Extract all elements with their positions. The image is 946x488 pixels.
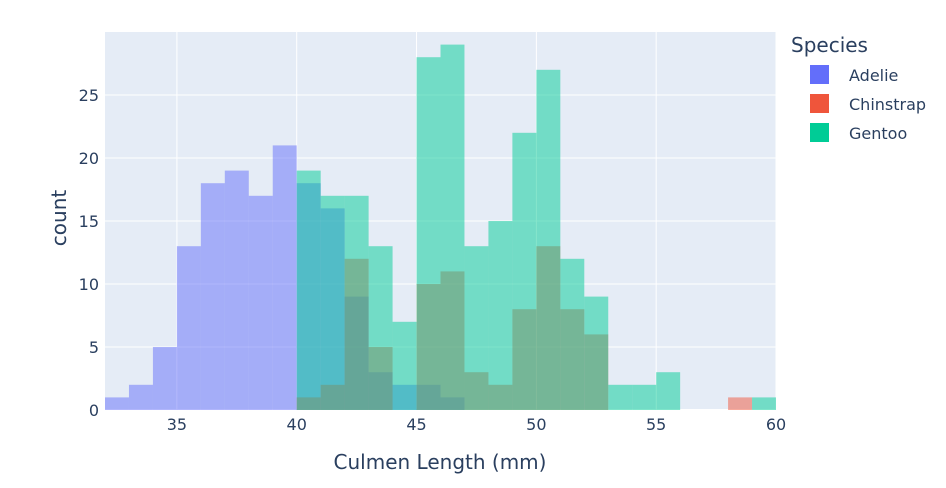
bar-gentoo[interactable]	[608, 384, 633, 410]
y-axis-title: count	[47, 190, 71, 247]
bar-gentoo[interactable]	[584, 296, 609, 410]
bar-adelie[interactable]	[128, 384, 153, 410]
legend-label-chinstrap[interactable]: Chinstrap	[849, 95, 926, 114]
x-tick-label: 60	[766, 415, 786, 434]
bar-gentoo[interactable]	[392, 321, 417, 410]
bar-chinstrap[interactable]	[728, 397, 753, 410]
legend-label-gentoo[interactable]: Gentoo	[849, 124, 907, 143]
bar-adelie[interactable]	[248, 195, 273, 410]
bar-gentoo[interactable]	[440, 44, 465, 410]
bar-adelie[interactable]	[224, 170, 249, 410]
bar-gentoo[interactable]	[464, 246, 489, 410]
bar-gentoo[interactable]	[512, 132, 537, 411]
bars-layer	[105, 44, 776, 411]
bar-adelie[interactable]	[200, 183, 225, 410]
x-axis-title: Culmen Length (mm)	[334, 450, 547, 474]
legend-swatch-gentoo[interactable]	[810, 123, 829, 142]
x-tick-label: 40	[287, 415, 307, 434]
y-tick-label: 10	[79, 275, 99, 294]
y-tick-label: 5	[89, 338, 99, 357]
bar-gentoo[interactable]	[488, 221, 513, 410]
axis-layer: 0 5 10 15 20 25 35 40 45 50 55 60	[79, 86, 787, 434]
legend-label-adelie[interactable]: Adelie	[849, 66, 898, 85]
x-tick-label: 55	[646, 415, 666, 434]
y-tick-label: 25	[79, 86, 99, 105]
x-tick-label: 45	[406, 415, 426, 434]
bar-gentoo[interactable]	[752, 397, 776, 410]
legend-swatch-chinstrap[interactable]	[810, 94, 829, 113]
bar-gentoo[interactable]	[416, 57, 441, 410]
y-tick-label: 20	[79, 149, 99, 168]
y-tick-label: 0	[89, 401, 99, 420]
bar-gentoo[interactable]	[536, 69, 561, 411]
bar-adelie[interactable]	[272, 145, 297, 410]
bar-adelie[interactable]	[105, 397, 129, 410]
bar-gentoo[interactable]	[344, 195, 369, 410]
legend-swatch-adelie[interactable]	[810, 65, 829, 84]
bar-gentoo[interactable]	[632, 384, 657, 410]
legend-title: Species	[791, 33, 868, 57]
bar-gentoo[interactable]	[320, 195, 345, 410]
bar-gentoo[interactable]	[296, 170, 321, 410]
bar-gentoo[interactable]	[368, 246, 393, 410]
bar-adelie[interactable]	[152, 347, 177, 410]
bar-gentoo[interactable]	[656, 372, 681, 410]
bar-adelie[interactable]	[176, 246, 201, 410]
bar-gentoo[interactable]	[560, 258, 585, 410]
legend[interactable]: Species Adelie Chinstrap Gentoo	[791, 33, 926, 143]
x-tick-label: 50	[526, 415, 546, 434]
series-gentoo	[296, 44, 776, 411]
y-tick-label: 15	[79, 212, 99, 231]
x-tick-label: 35	[167, 415, 187, 434]
